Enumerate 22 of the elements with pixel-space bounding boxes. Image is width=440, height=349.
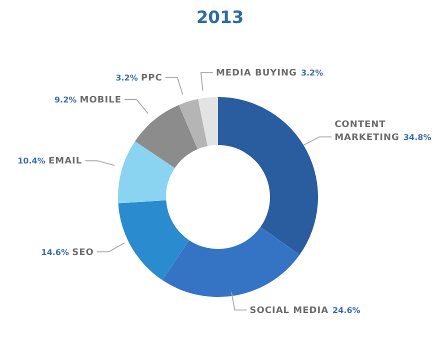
donut-slice (178, 99, 208, 150)
slice-label: MEDIA BUYING (216, 68, 297, 79)
slice-label: MOBILE (80, 96, 122, 106)
data-label: 9.2% (54, 96, 77, 105)
slice-label: EMAIL (48, 156, 82, 167)
donut-slice (198, 97, 218, 146)
slice-label: SEO (72, 248, 94, 258)
slice-label: CONTENT MARKETING (334, 120, 400, 143)
donut-slice (218, 97, 318, 255)
slice-label: PPC (141, 73, 162, 84)
data-label: 14.6% (41, 248, 70, 257)
data-label: 24.6% (332, 306, 360, 316)
data-label: 3.2% (300, 68, 324, 78)
donut-slice (118, 200, 190, 280)
data-label: 3.2% (116, 73, 138, 82)
donut-slice (134, 104, 198, 168)
data-label: 34.8% (403, 132, 432, 142)
data-label: 10.4% (18, 156, 46, 166)
donut-slice (118, 141, 175, 204)
slice-label: SOCIAL MEDIA (250, 306, 329, 316)
chart-title: 2013 (195, 8, 245, 28)
donut-slice (162, 227, 300, 297)
